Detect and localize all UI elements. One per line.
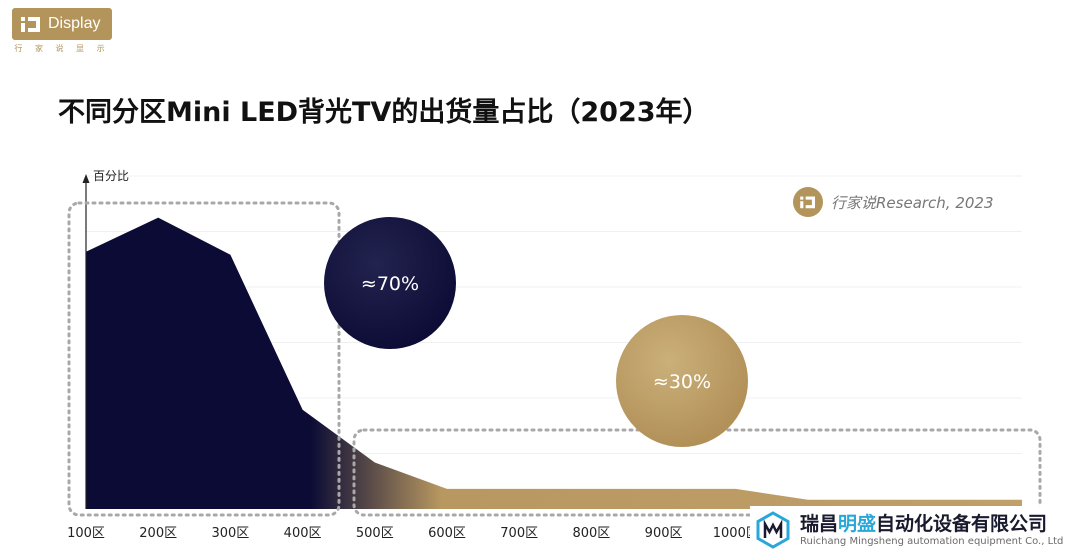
source-logo-icon <box>793 187 823 217</box>
chart-axes <box>82 174 90 509</box>
x-tick-label: 1000区 <box>713 526 759 541</box>
source-note: 行家说Research, 2023 <box>793 187 994 217</box>
x-tick-label: 100区 <box>67 526 105 541</box>
x-tick-label: 900区 <box>645 526 683 541</box>
x-tick-label: 600区 <box>428 526 466 541</box>
page-title: 不同分区Mini LED背光TV的出货量占比（2023年） <box>58 97 710 128</box>
bubble-30-label: ≈30% <box>653 371 711 393</box>
y-axis-arrow-icon <box>82 174 90 183</box>
company-name-cn: 瑞昌明盛自动化设备有限公司 <box>800 512 1048 535</box>
x-tick-label: 300区 <box>211 526 249 541</box>
bubble-70-percent <box>324 217 456 349</box>
group-box-right <box>352 428 1042 517</box>
x-tick-label: 400区 <box>284 526 322 541</box>
brand-mark-icon <box>21 17 40 32</box>
x-tick-label: 800区 <box>572 526 610 541</box>
company-name-en: Ruichang Mingsheng automation equipment … <box>800 535 1064 547</box>
company-logo-icon <box>756 511 790 549</box>
brand-badge: Display <box>12 8 112 40</box>
area-series <box>86 217 1022 509</box>
brand-logo: Display 行 家 说 显 示 <box>12 8 112 54</box>
x-tick-label: 200区 <box>139 526 177 541</box>
watermark: 瑞昌明盛自动化设备有限公司 Ruichang Mingsheng automat… <box>750 506 1080 554</box>
brand-subtitle: 行 家 说 显 示 <box>14 44 110 53</box>
y-axis-label: 百分比 <box>93 169 129 183</box>
x-tick-label: 500区 <box>356 526 394 541</box>
x-tick-label: 700区 <box>500 526 538 541</box>
group-box-left <box>67 201 341 517</box>
source-text: 行家说Research, 2023 <box>831 193 994 212</box>
brand-name: Display <box>48 15 101 32</box>
bubble-30-percent <box>616 315 748 447</box>
bubble-70-label: ≈70% <box>361 273 419 295</box>
